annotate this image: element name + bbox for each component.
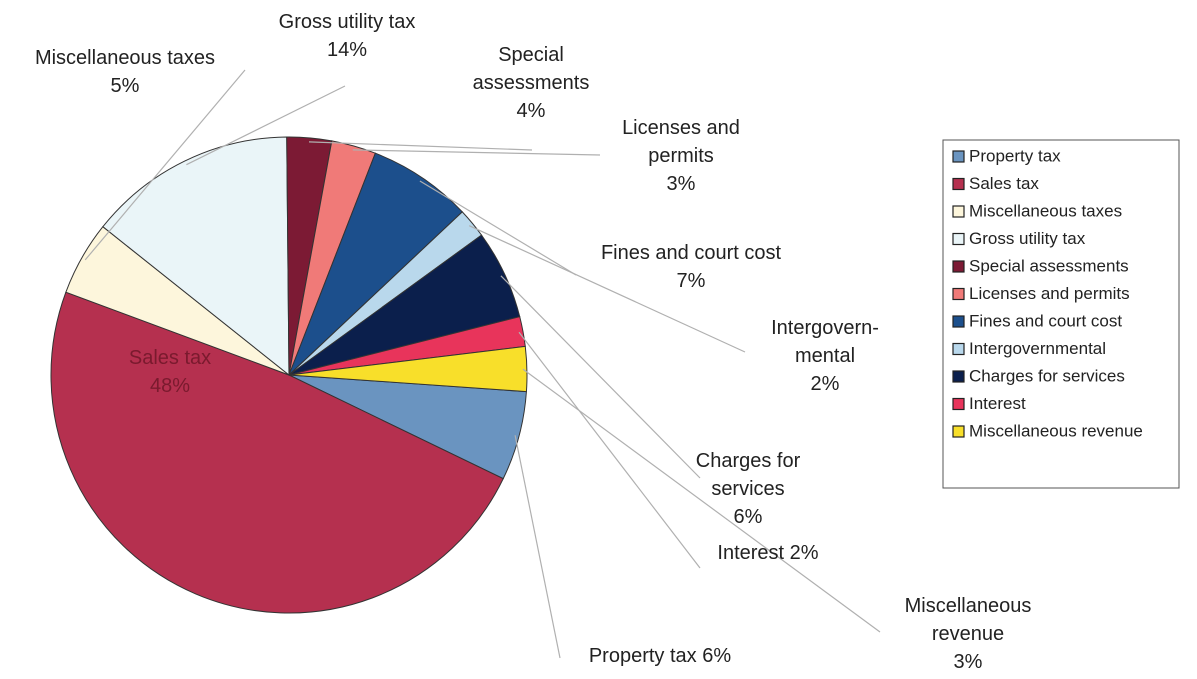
legend-label-licenses-and-permits: Licenses and permits	[969, 284, 1130, 303]
leader-line-miscellaneous-revenue	[522, 368, 881, 633]
legend-swatch-fines-and-court-cost	[952, 315, 965, 328]
pie-slice-gross-utility-tax	[102, 136, 290, 377]
legend-swatch-special-assessments	[952, 260, 965, 273]
leader-line-special-assessments	[308, 141, 533, 151]
slice-label-miscellaneous-revenue: Miscellaneous revenue 3%	[905, 595, 1032, 673]
legend-label-special-assessments: Special assessments	[969, 257, 1129, 276]
legend-label-miscellaneous-revenue: Miscellaneous revenue	[969, 422, 1143, 441]
legend-swatch-licenses-and-permits	[952, 287, 965, 301]
legend-swatch-miscellaneous-revenue	[952, 425, 965, 438]
legend-swatch-charges-for-services	[952, 370, 965, 383]
leader-line-intergovernmental	[468, 225, 746, 353]
leader-line-charges-for-services	[500, 275, 701, 479]
legend-swatch-property-tax	[952, 150, 965, 163]
slice-labels: Property tax 6% Sales tax 48% Miscellaneous…	[35, 11, 1031, 673]
legend: Property tax Sales tax Miscellaneous taxes…	[942, 139, 1180, 489]
leader-lines	[84, 69, 881, 659]
legend-label-charges-for-services: Charges for services	[969, 367, 1125, 386]
legend-label-property-tax: Property tax	[969, 147, 1061, 166]
leader-line-licenses-and-permits	[352, 149, 601, 156]
legend-swatch-interest	[952, 397, 965, 411]
pie-slice-sales-tax	[50, 291, 504, 614]
legend-label-fines-and-court-cost: Fines and court cost	[969, 312, 1122, 331]
legend-label-gross-utility-tax: Gross utility tax	[969, 229, 1086, 248]
legend-frame	[942, 139, 1180, 489]
legend-swatch-sales-tax	[952, 177, 965, 191]
legend-label-sales-tax: Sales tax	[969, 174, 1039, 193]
legend-swatch-intergovernmental	[952, 342, 965, 356]
slice-label-special-assessments: Special assessments 4%	[473, 44, 590, 122]
legend-label-miscellaneous-taxes: Miscellaneous taxes	[969, 202, 1122, 221]
legend-label-intergovernmental: Intergovernmental	[969, 339, 1106, 358]
slice-label-fines-and-court-cost: Fines and court cost 7%	[601, 242, 782, 292]
slice-label-interest: Interest 2%	[717, 542, 818, 564]
slice-label-gross-utility-tax: Gross utility tax 14%	[279, 11, 416, 61]
slice-label-miscellaneous-taxes: Miscellaneous taxes 5%	[35, 47, 215, 97]
slice-label-sales-tax: Sales tax 48%	[129, 347, 211, 397]
slice-label-intergovernmental: Intergovern-mental 2%	[771, 317, 879, 395]
pie-slice-miscellaneous-revenue	[288, 345, 528, 393]
slice-label-charges-for-services: Charges for services 6%	[696, 450, 801, 528]
leader-line-interest	[518, 331, 701, 569]
leader-line-miscellaneous-taxes	[84, 69, 246, 261]
pie-slice-fines-and-court-cost	[288, 152, 463, 376]
slice-label-property-tax: Property tax 6%	[589, 645, 732, 667]
legend-swatch-gross-utility-tax	[952, 232, 965, 246]
legend-swatch-miscellaneous-taxes	[952, 205, 965, 218]
leader-line-property-tax	[514, 435, 561, 659]
leader-line-gross-utility-tax	[186, 85, 346, 166]
legend-label-interest: Interest	[969, 394, 1026, 413]
pie-slices	[50, 136, 528, 614]
slice-label-licenses-and-permits: Licenses and permits 3%	[622, 117, 740, 195]
leader-line-fines-and-court-cost	[419, 180, 577, 276]
